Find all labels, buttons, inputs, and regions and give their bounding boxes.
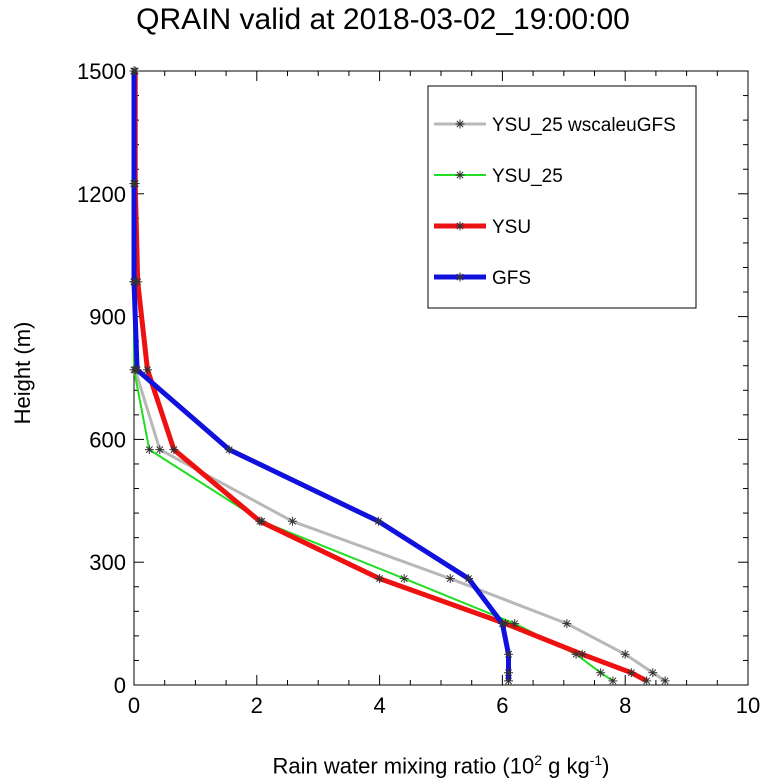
x-tick-label: 10 xyxy=(736,693,760,718)
data-point-marker xyxy=(504,676,514,686)
legend-entry-label: YSU_25 wscaleuGFS xyxy=(492,115,676,136)
data-point-marker xyxy=(375,574,385,584)
data-point-marker xyxy=(255,516,265,526)
data-point-marker xyxy=(144,445,154,455)
x-tick-label: 2 xyxy=(251,693,263,718)
data-point-marker xyxy=(169,445,179,455)
data-point-marker xyxy=(510,619,520,629)
x-axis-label-unit: g kg xyxy=(541,753,590,779)
data-point-marker xyxy=(143,365,153,375)
x-tick-label: 0 xyxy=(128,693,140,718)
data-point-marker xyxy=(464,574,474,584)
x-axis-label: Rain water mixing ratio (102 g kg-1) xyxy=(134,752,748,779)
x-axis-label-unit-exponent: -1 xyxy=(589,752,603,768)
data-point-marker xyxy=(445,574,455,584)
data-point-marker xyxy=(626,668,636,678)
data-point-marker xyxy=(660,676,670,686)
legend-marker xyxy=(455,272,465,282)
y-axis-label: Height (m) xyxy=(10,321,35,425)
data-point-marker xyxy=(497,619,507,629)
x-tick-label: 6 xyxy=(496,693,508,718)
data-point-marker xyxy=(642,676,652,686)
data-point-marker xyxy=(129,179,139,189)
x-tick-label: 8 xyxy=(619,693,631,718)
y-tick-label: 300 xyxy=(89,550,126,575)
data-point-marker xyxy=(155,445,165,455)
y-tick-label: 600 xyxy=(89,427,126,452)
legend-marker xyxy=(455,170,465,180)
legend-marker xyxy=(455,221,465,231)
chart-title: QRAIN valid at 2018-03-02_19:00:00 xyxy=(136,3,630,36)
data-point-marker xyxy=(132,365,142,375)
legend-entry-label: GFS xyxy=(492,268,531,289)
data-point-marker xyxy=(562,619,572,629)
legend-entry-label: YSU_25 xyxy=(492,166,563,187)
y-tick-label: 1200 xyxy=(77,182,126,207)
data-point-marker xyxy=(648,668,658,678)
data-point-marker xyxy=(608,676,618,686)
legend-marker xyxy=(455,119,465,129)
x-axis-label-text: Rain water mixing ratio (10 xyxy=(272,753,535,779)
data-point-marker xyxy=(373,516,383,526)
y-tick-label: 1500 xyxy=(77,59,126,84)
data-point-marker xyxy=(287,516,297,526)
data-point-marker xyxy=(577,649,587,659)
data-point-marker xyxy=(504,668,514,678)
data-point-marker xyxy=(399,574,409,584)
y-tick-label: 0 xyxy=(114,673,126,698)
data-point-marker xyxy=(596,668,606,678)
x-tick-label: 4 xyxy=(373,693,385,718)
legend-entry-label: YSU xyxy=(492,217,531,238)
data-point-marker xyxy=(129,277,139,287)
data-point-marker xyxy=(504,649,514,659)
y-tick-label: 900 xyxy=(89,305,126,330)
x-axis-label-exponent: 2 xyxy=(534,752,542,768)
data-point-marker xyxy=(224,445,234,455)
data-point-marker xyxy=(620,649,630,659)
data-point-marker xyxy=(129,66,139,76)
x-axis-label-close: ) xyxy=(602,753,610,779)
